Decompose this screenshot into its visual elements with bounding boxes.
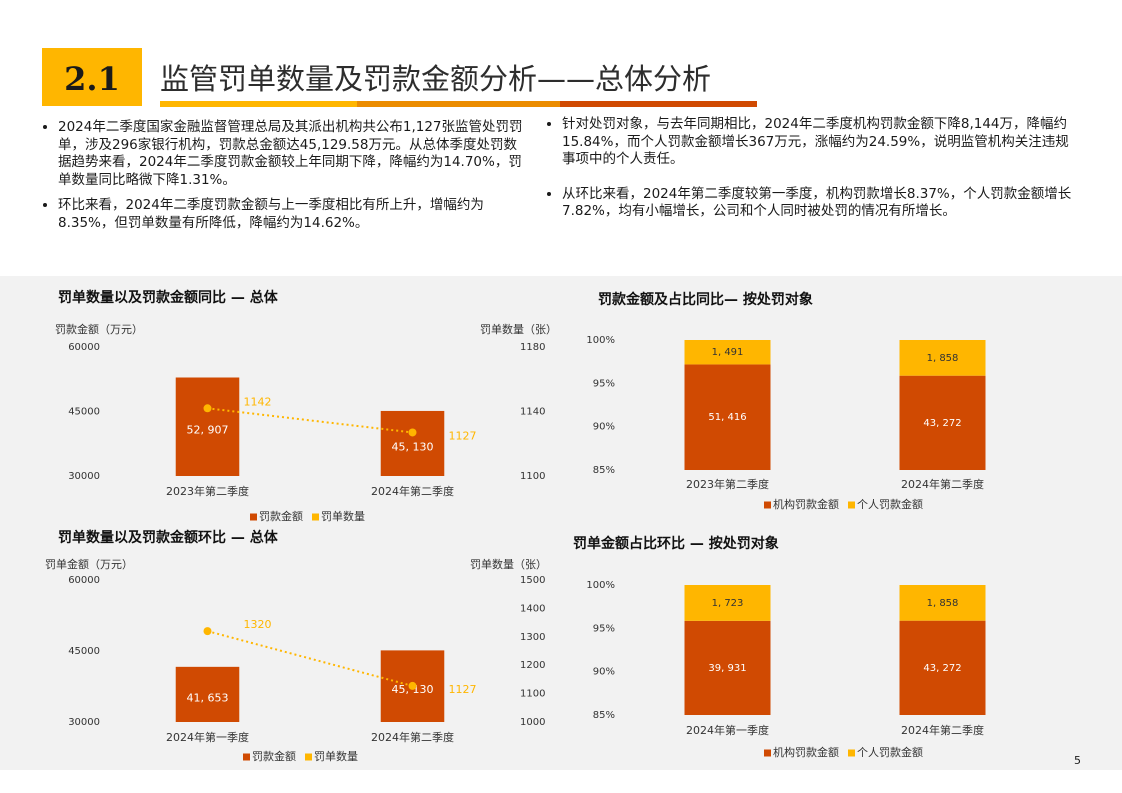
legend-label: 机构罚款金额 <box>773 497 839 511</box>
legend-swatch <box>764 501 771 509</box>
chart-title: 罚单数量以及罚款金额同比 — 总体 <box>58 289 279 306</box>
chart-title: 罚款金额及占比同比— 按处罚对象 <box>598 291 813 308</box>
bar-value-label: 1, 491 <box>712 347 744 358</box>
y-tick-label: 85% <box>593 710 615 721</box>
bar-segment <box>899 585 986 621</box>
x-tick-label: 2024年第二季度 <box>901 477 984 491</box>
bar-segment <box>684 364 771 470</box>
bar-value-label: 39, 931 <box>708 663 746 674</box>
bar-value-label: 41, 653 <box>187 691 229 704</box>
line-point <box>203 627 212 636</box>
x-tick-label: 2024年第二季度 <box>901 723 984 737</box>
x-tick-label: 2023年第二季度 <box>166 484 249 498</box>
y2-tick-label: 1200 <box>520 660 545 671</box>
left-bullets: 2024年二季度国家金融监督管理总局及其派出机构共公布1,127张监管处罚罚单，… <box>40 119 528 240</box>
bar-value-label: 1, 858 <box>927 598 959 609</box>
x-tick-label: 2024年第二季度 <box>371 730 454 744</box>
section-number: 2.1 <box>42 48 142 106</box>
chart-title: 罚单金额占比环比 — 按处罚对象 <box>573 535 779 552</box>
y-tick-label: 60000 <box>68 575 100 586</box>
slide-title: 监管罚单数量及罚款金额分析——总体分析 <box>160 62 712 96</box>
y-tick-label: 60000 <box>68 342 100 353</box>
y-tick-label: 100% <box>586 580 615 591</box>
bar-value-label: 43, 272 <box>923 663 961 674</box>
legend-swatch <box>243 753 250 761</box>
x-tick-label: 2023年第二季度 <box>686 477 769 491</box>
bar-value-label: 52, 907 <box>187 424 229 437</box>
bar-segment <box>684 340 771 365</box>
y2-axis-label: 罚单数量（张） <box>470 558 547 571</box>
legend-swatch <box>848 501 855 509</box>
y2-tick-label: 1100 <box>520 471 545 482</box>
bar-segment <box>684 585 771 621</box>
bar-value-label: 1, 858 <box>927 353 959 364</box>
x-tick-label: 2024年第一季度 <box>166 730 249 744</box>
y-tick-label: 95% <box>593 378 615 389</box>
line-point <box>408 428 417 437</box>
y2-tick-label: 1400 <box>520 603 545 614</box>
legend-label: 罚单数量 <box>314 750 358 763</box>
legend-label: 罚单数量 <box>321 510 365 523</box>
legend-swatch <box>848 749 855 757</box>
bar <box>175 666 240 722</box>
y-axis-label: 罚单金额（万元） <box>45 557 133 571</box>
line-value-label: 1127 <box>449 683 477 696</box>
y2-tick-label: 1000 <box>520 717 545 728</box>
line <box>207 630 413 687</box>
x-tick-label: 2024年第一季度 <box>686 723 769 737</box>
bar-value-label: 51, 416 <box>708 412 746 423</box>
legend-swatch <box>250 513 257 521</box>
legend-swatch <box>312 513 319 521</box>
legend-swatch <box>764 749 771 757</box>
line-value-label: 1320 <box>244 618 272 631</box>
y2-tick-label: 1180 <box>520 342 545 353</box>
legend-label: 罚款金额 <box>252 749 296 763</box>
bar-segment <box>899 340 986 376</box>
x-tick-label: 2024年第二季度 <box>371 484 454 498</box>
line-value-label: 1127 <box>449 429 477 442</box>
bar <box>175 377 240 476</box>
legend-swatch <box>305 753 312 761</box>
y-axis-label: 罚款金额（万元） <box>55 322 143 336</box>
y2-axis-label: 罚单数量（张） <box>480 323 557 336</box>
legend-label: 机构罚款金额 <box>773 745 839 759</box>
bar-segment <box>684 620 771 715</box>
legend-label: 罚款金额 <box>259 509 303 523</box>
y2-tick-label: 1500 <box>520 575 545 586</box>
right-bullets: 针对处罚对象，与去年同期相比，2024年二季度机构罚款金额下降8,144万，降幅… <box>544 116 1074 238</box>
line-point <box>408 681 417 690</box>
bar-value-label: 43, 272 <box>923 418 961 429</box>
y2-tick-label: 1100 <box>520 689 545 700</box>
bar-value-label: 45, 130 <box>392 440 434 453</box>
y-tick-label: 100% <box>586 335 615 346</box>
y2-tick-label: 1140 <box>520 407 545 418</box>
y-tick-label: 30000 <box>68 717 100 728</box>
bullet: 从环比来看，2024年第二季度较第一季度，机构罚款增长8.37%，个人罚款金额增… <box>562 186 1074 221</box>
y-tick-label: 30000 <box>68 471 100 482</box>
chart-title: 罚单数量以及罚款金额环比 — 总体 <box>58 529 279 546</box>
page-number: 5 <box>1074 754 1081 767</box>
y-tick-label: 95% <box>593 623 615 634</box>
bar-value-label: 1, 723 <box>712 598 744 609</box>
line-value-label: 1142 <box>244 395 272 408</box>
y-tick-label: 45000 <box>68 646 100 657</box>
y-tick-label: 85% <box>593 465 615 476</box>
legend-label: 个人罚款金额 <box>857 745 923 759</box>
bar-segment <box>899 375 986 470</box>
bullet: 针对处罚对象，与去年同期相比，2024年二季度机构罚款金额下降8,144万，降幅… <box>562 116 1074 169</box>
bar <box>380 410 445 476</box>
bullet: 环比来看，2024年二季度罚款金额与上一季度相比有所上升，增幅约为8.35%，但… <box>58 197 528 232</box>
y2-tick-label: 1300 <box>520 632 545 643</box>
legend-label: 个人罚款金额 <box>857 497 923 511</box>
y-tick-label: 45000 <box>68 407 100 418</box>
y-tick-label: 90% <box>593 422 615 433</box>
bullet: 2024年二季度国家金融监督管理总局及其派出机构共公布1,127张监管处罚罚单，… <box>58 119 528 189</box>
bar-segment <box>899 620 986 715</box>
title-underline <box>160 101 757 107</box>
line-point <box>203 404 212 413</box>
y-tick-label: 90% <box>593 667 615 678</box>
